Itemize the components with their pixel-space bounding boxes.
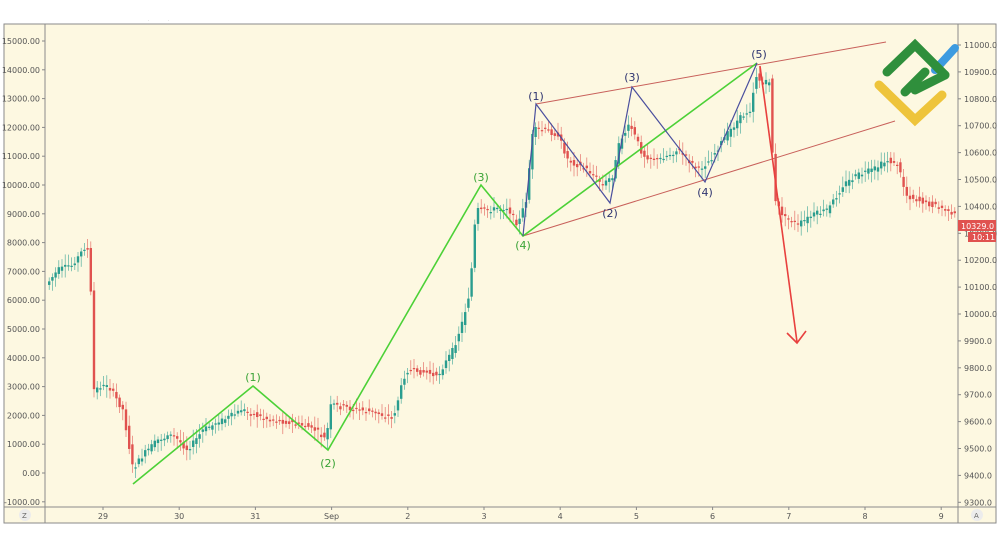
svg-text:10:11: 10:11 bbox=[972, 233, 995, 242]
right-axis-tick: 10200.0 bbox=[964, 256, 997, 265]
right-axis-tick: 9700.0 bbox=[964, 391, 992, 400]
svg-text:10329.0: 10329.0 bbox=[961, 222, 994, 231]
time-axis-tick: 2 bbox=[405, 512, 410, 521]
time-axis-tick: 30 bbox=[174, 512, 184, 521]
time-axis[interactable]: 29 30 31 Sep 2 3 4 5 6 7 8 9 bbox=[98, 507, 944, 521]
brand-logo-icon bbox=[874, 38, 959, 127]
left-axis-tick: 12000.00 bbox=[2, 123, 40, 132]
price-badge: 10329.0 10:11 bbox=[958, 220, 996, 242]
time-axis-tick: 6 bbox=[710, 512, 715, 521]
time-axis-tick: 31 bbox=[250, 512, 260, 521]
right-axis-tick: 10400.0 bbox=[964, 202, 997, 211]
left-axis-tick: 8000.00 bbox=[7, 239, 40, 248]
right-axis-tick: 10800.0 bbox=[964, 95, 997, 104]
right-axis-tick: 9300.0 bbox=[964, 498, 992, 507]
green-wave-label: (2) bbox=[320, 457, 336, 470]
left-axis-tick: 5000.00 bbox=[7, 325, 40, 334]
lower-channel-line bbox=[522, 120, 896, 237]
right-axis-tick: 9600.0 bbox=[964, 418, 992, 427]
time-axis-tick: 5 bbox=[634, 512, 639, 521]
green-wave-label: (4) bbox=[515, 239, 531, 252]
left-axis-tick: 10000.00 bbox=[2, 181, 40, 190]
blue-wave-label: (2) bbox=[602, 207, 618, 220]
left-axis-tick: 3000.00 bbox=[7, 383, 40, 392]
right-price-axis[interactable]: 11000.0 10900.0 10800.0 10700.0 10600.0 10500… bbox=[958, 41, 997, 507]
wave-labels: (1) (2) (3) (4) (1) (2) (3) (4) (5) bbox=[245, 48, 767, 470]
green-wave-label: (1) bbox=[245, 371, 261, 384]
left-price-axis[interactable]: 15000.00 14000.00 13000.00 12000.00 11000.00… bbox=[2, 37, 45, 507]
left-axis-tick: 13000.00 bbox=[2, 95, 40, 104]
time-axis-tick: 29 bbox=[98, 512, 108, 521]
right-axis-tick: 10700.0 bbox=[964, 122, 997, 131]
time-axis-tick: 4 bbox=[558, 512, 563, 521]
right-axis-tick: 9500.0 bbox=[964, 445, 992, 454]
right-axis-tick: 11000.0 bbox=[964, 41, 997, 50]
left-axis-tick: 9000.00 bbox=[7, 210, 40, 219]
green-wave-label: (3) bbox=[473, 171, 489, 184]
left-axis-tick: 6000.00 bbox=[7, 296, 40, 305]
time-axis-tick: 7 bbox=[786, 512, 791, 521]
svg-text:A: A bbox=[974, 512, 979, 520]
left-axis-tick: 4000.00 bbox=[7, 354, 40, 363]
time-axis-tick: Sep bbox=[324, 512, 339, 521]
left-axis-tick: 15000.00 bbox=[2, 37, 40, 46]
forecast-arrow bbox=[759, 65, 807, 345]
time-axis-tick: 3 bbox=[481, 512, 486, 521]
time-axis-tick: 9 bbox=[939, 512, 944, 521]
svg-text:Z: Z bbox=[22, 512, 27, 520]
right-axis-tick: 10000.0 bbox=[964, 310, 997, 319]
left-axis-tick: 0.00 bbox=[22, 469, 40, 478]
left-axis-tick: 2000.00 bbox=[7, 411, 40, 420]
left-axis-tick: 7000.00 bbox=[7, 267, 40, 276]
right-axis-tick: 9400.0 bbox=[964, 471, 992, 480]
right-axis-tick: 9900.0 bbox=[964, 337, 992, 346]
right-axis-tick: 10500.0 bbox=[964, 176, 997, 185]
left-axis-tick: 14000.00 bbox=[2, 66, 40, 75]
upper-channel-line bbox=[535, 41, 887, 105]
left-axis-tick: -1000.00 bbox=[4, 498, 40, 507]
left-axis-tick: 1000.00 bbox=[7, 440, 40, 449]
right-axis-tick: 9800.0 bbox=[964, 364, 992, 373]
green-wave-line bbox=[132, 62, 758, 485]
blue-wave-line bbox=[522, 62, 758, 237]
blue-wave-label: (3) bbox=[624, 71, 640, 84]
top-dot: . bbox=[148, 17, 149, 22]
left-axis-tick: 11000.00 bbox=[2, 152, 40, 161]
auto-scale-right-button[interactable]: A bbox=[971, 509, 983, 521]
blue-wave-label: (1) bbox=[528, 90, 544, 103]
right-axis-tick: 10600.0 bbox=[964, 149, 997, 158]
right-axis-tick: 10900.0 bbox=[964, 68, 997, 77]
chart-frame bbox=[3, 23, 997, 524]
top-dot: . bbox=[168, 17, 169, 22]
blue-wave-label: (4) bbox=[697, 186, 713, 199]
right-axis-tick: 10100.0 bbox=[964, 283, 997, 292]
channel-lines bbox=[522, 41, 896, 237]
blue-wave-label: (5) bbox=[751, 48, 767, 61]
auto-scale-left-button[interactable]: Z bbox=[19, 509, 31, 521]
time-axis-tick: 8 bbox=[862, 512, 867, 521]
